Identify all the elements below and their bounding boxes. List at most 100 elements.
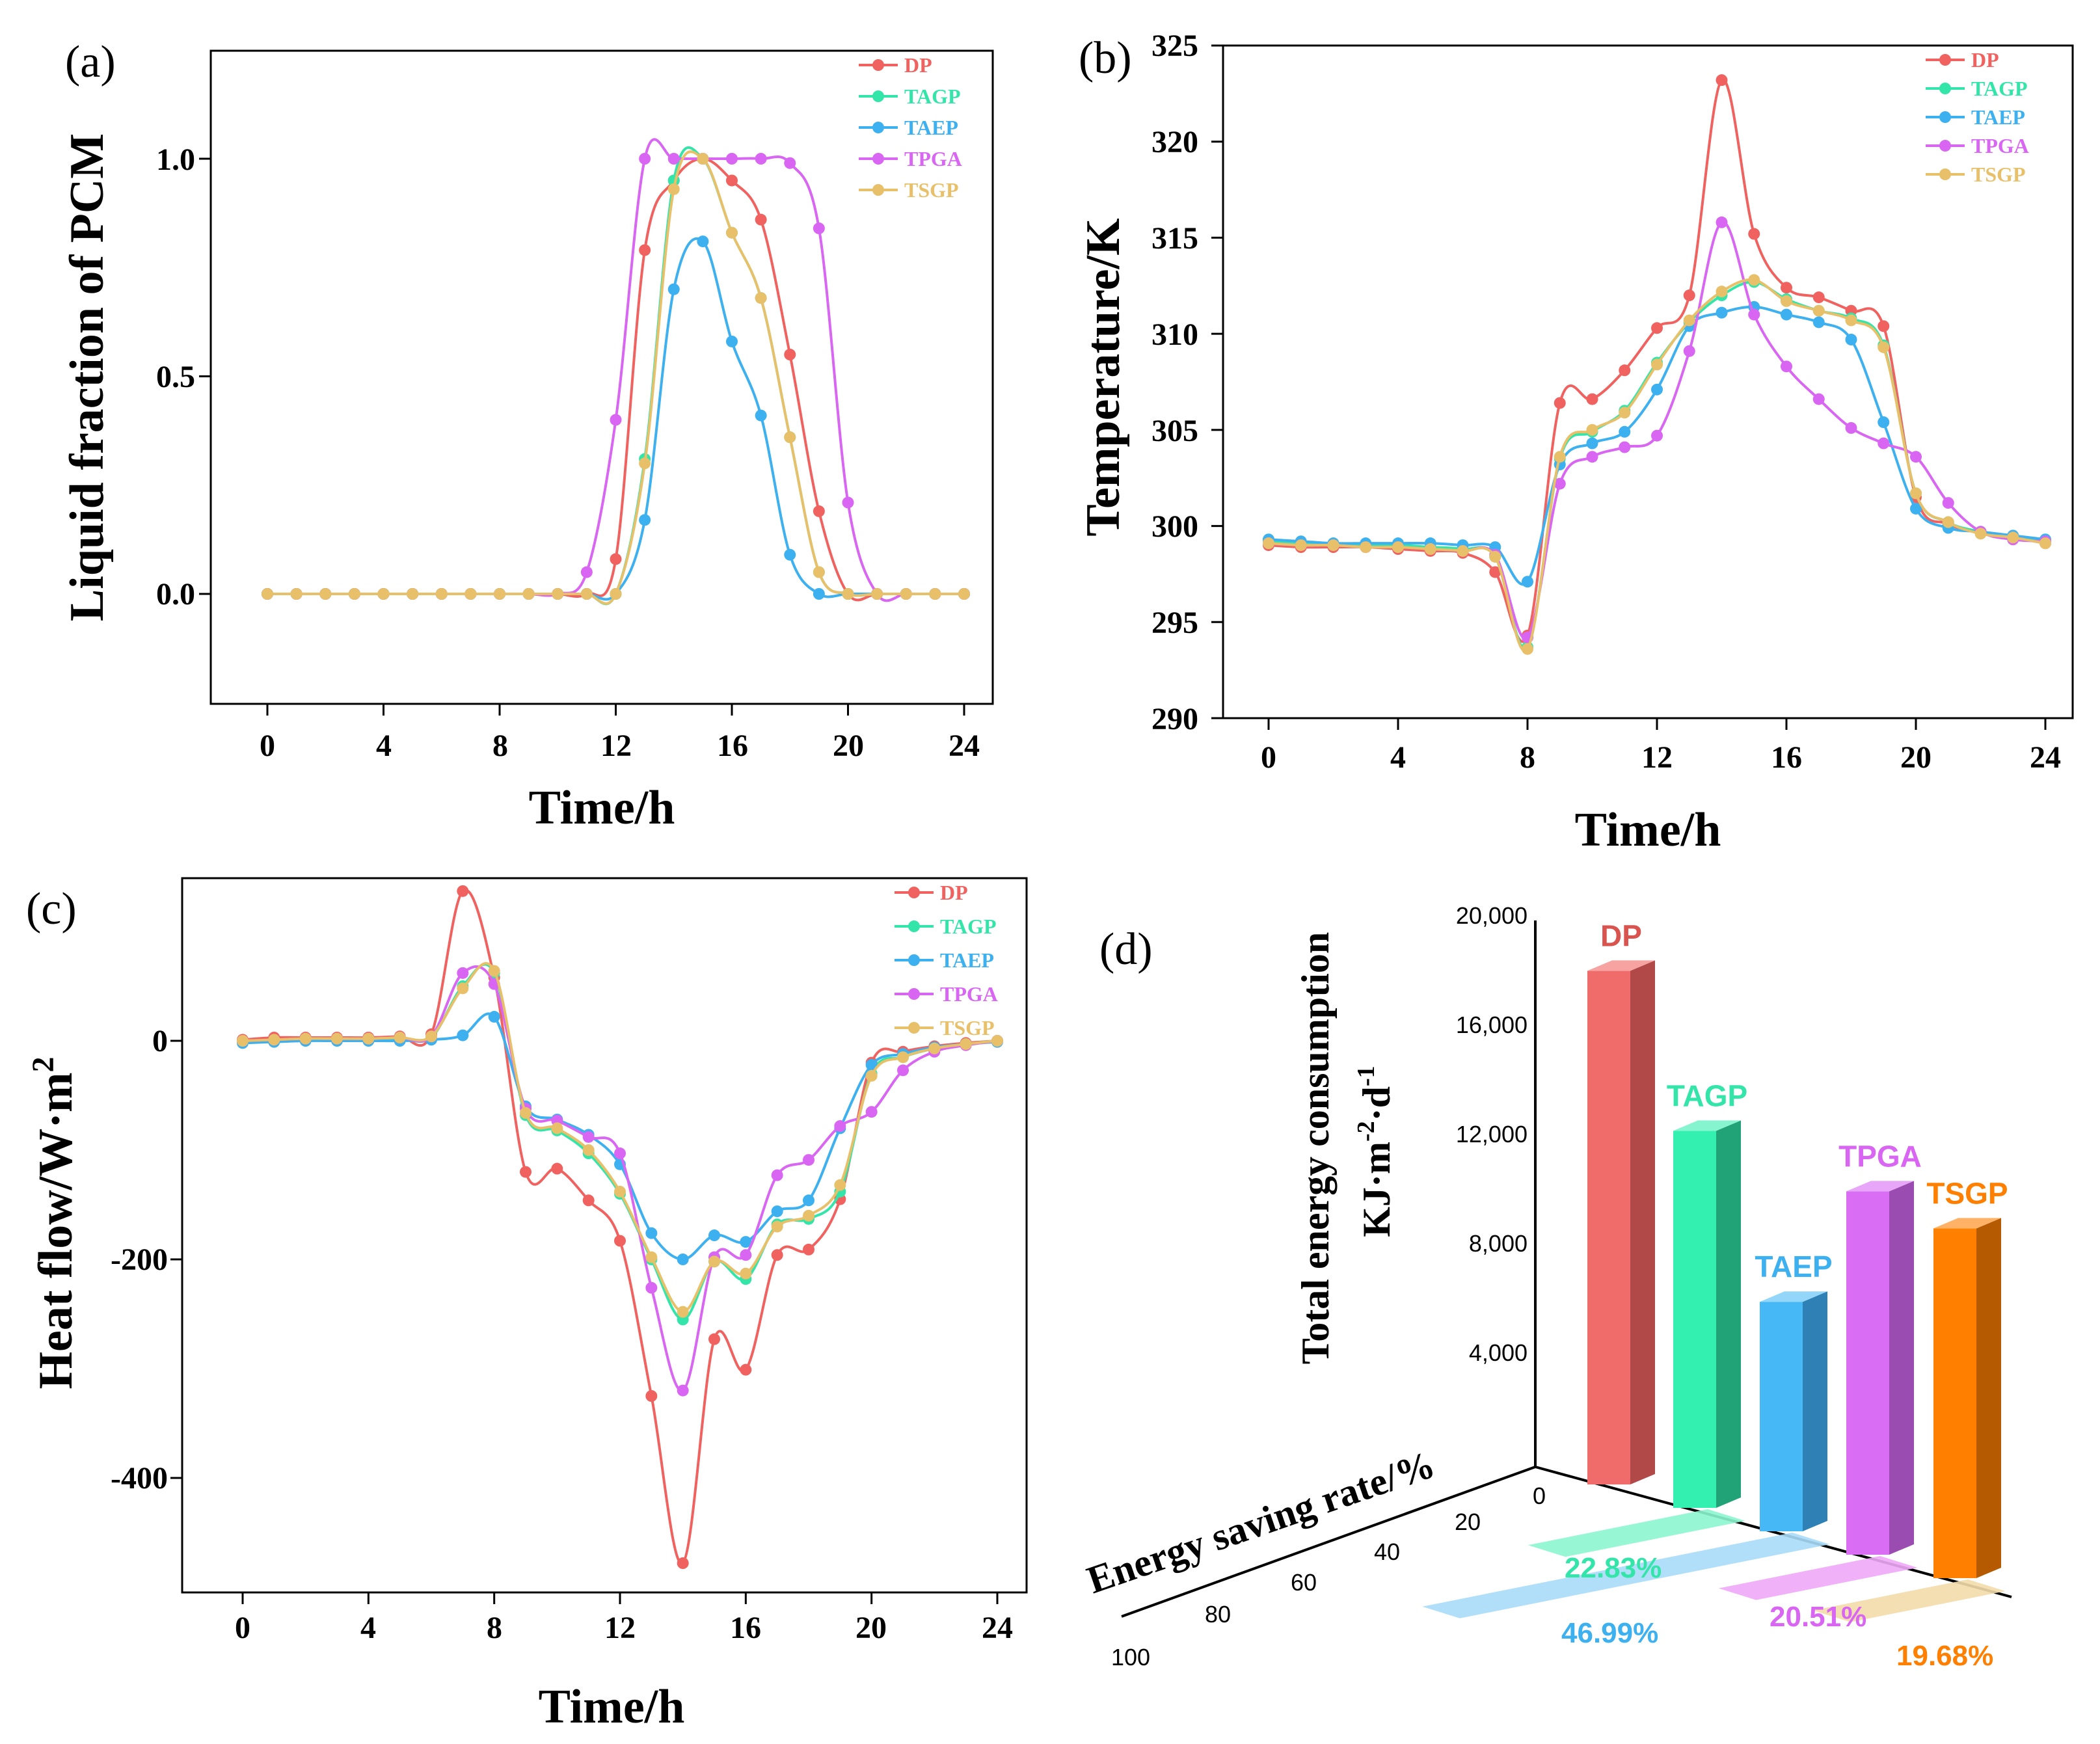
data-point-tsgp: [697, 153, 709, 165]
data-point-tsgp: [740, 1267, 752, 1280]
data-point-tpga: [1845, 422, 1857, 434]
y-tick-label: 305: [1151, 414, 1198, 448]
x-tick-label: 12: [604, 1611, 636, 1645]
data-point-tpga: [667, 153, 680, 165]
data-point-taep: [488, 1011, 500, 1023]
saving-rate-label: 20.51%: [1770, 1601, 1866, 1633]
data-point-tsgp: [1716, 286, 1728, 298]
panel-c-plot-area: [170, 885, 1003, 1604]
y-tick-label: 4,000: [1469, 1339, 1528, 1366]
depth-tick-label: 20: [1455, 1509, 1481, 1535]
data-point-tsgp: [1489, 550, 1501, 563]
data-point-tsgp: [755, 292, 767, 304]
panel-b-legend: DP TAGP TAEP TPGA TSGP: [1926, 48, 2029, 186]
data-point-tsgp: [348, 588, 360, 600]
data-point-tsgp: [268, 1034, 280, 1046]
data-point-tsgp: [1845, 314, 1857, 327]
data-point-tpga: [1619, 441, 1631, 453]
data-point-taep: [1651, 383, 1663, 396]
panel-b-label: (b): [1079, 33, 1132, 83]
series-line-tsgp: [242, 961, 998, 1313]
data-point-taep: [1845, 334, 1857, 346]
x-tick-label: 24: [2030, 740, 2061, 775]
data-point-tpga: [726, 153, 738, 165]
data-point-tpga: [755, 153, 767, 165]
panel-d-depth-axis-label: Energy saving rate/%: [1082, 1443, 1440, 1602]
series-line-tsgp: [267, 150, 964, 605]
panel-c-y-axis-label-text: Heat flow/W·m: [29, 1072, 83, 1389]
data-point-tsgp: [1910, 487, 1922, 500]
bar-front: [1673, 1131, 1716, 1508]
data-point-tpga: [610, 414, 622, 426]
bar-name-label: TAGP: [1667, 1079, 1747, 1112]
depth-tick-label: 60: [1291, 1569, 1317, 1596]
data-point-tpga: [1748, 308, 1760, 321]
data-point-dp: [1748, 228, 1760, 240]
data-point-taep: [1878, 416, 1890, 429]
data-point-taep: [457, 1029, 469, 1041]
data-point-taep: [740, 1236, 752, 1248]
bar-name-label: DP: [1600, 919, 1642, 952]
panel-b-x-ticks: 0 4 8 12 16 20 24: [1261, 740, 2061, 775]
bar-top: [1587, 960, 1655, 971]
bar-side: [1889, 1181, 1914, 1555]
data-point-dp: [639, 244, 651, 256]
data-point-tsgp: [319, 588, 332, 600]
data-point-dp: [708, 1333, 720, 1345]
data-point-dp: [755, 213, 767, 226]
legend-label-tpga: TPGA: [1971, 134, 2029, 157]
panel-b: (b) 0 4 8 12 16 20 24 290 295 300 305 31…: [1077, 29, 2074, 857]
data-point-tpga: [897, 1064, 909, 1077]
y-tick-label: 320: [1151, 125, 1198, 159]
data-point-tsgp: [407, 588, 419, 600]
data-point-tpga: [865, 1106, 878, 1118]
data-point-tsgp: [362, 1032, 375, 1045]
legend-label-tagp: TAGP: [904, 85, 961, 108]
data-point-tsgp: [1392, 541, 1404, 554]
series-line-dp: [242, 889, 998, 1565]
panel-d-depth-ticks: 0 20 40 60 80 100: [1111, 1482, 1546, 1670]
y-tick-label: 295: [1151, 606, 1198, 640]
unit-sup: -1: [1353, 1066, 1380, 1086]
data-point-dp: [1554, 397, 1566, 409]
bar-front: [1760, 1302, 1803, 1531]
data-point-tpga: [1716, 216, 1728, 228]
panel-a: (a) 0 4 8 12 16 20 24 0.0 0.5 1.0 Time/h…: [61, 37, 994, 835]
data-point-tpga: [834, 1120, 846, 1133]
x-tick-label: 16: [730, 1611, 761, 1645]
panel-c-frame: [181, 877, 1028, 1594]
data-point-tsgp: [488, 965, 500, 977]
bar-side: [1716, 1120, 1741, 1508]
legend-label-dp: DP: [904, 53, 932, 77]
data-point-dp: [610, 553, 622, 565]
x-tick-label: 0: [235, 1611, 250, 1645]
legend-marker-tsgp: [908, 1022, 920, 1034]
data-point-tsgp: [394, 1031, 406, 1043]
data-point-tpga: [1910, 451, 1922, 463]
data-point-tsgp: [1683, 314, 1695, 327]
data-point-taep: [1716, 306, 1728, 319]
bar-side: [1976, 1218, 2001, 1578]
data-point-tpga: [1651, 429, 1663, 442]
data-point-tsgp: [580, 588, 593, 600]
unit-sup: -2: [1353, 1121, 1380, 1142]
panel-d-label: (d): [1099, 924, 1153, 974]
data-point-dp: [1781, 282, 1792, 294]
legend-marker-taep: [908, 954, 920, 966]
legend-marker-taep: [872, 122, 884, 133]
data-point-tsgp: [614, 1185, 626, 1198]
panel-a-x-ticks: 0 4 8 12 16 20 24: [260, 729, 980, 763]
panel-a-frame: [209, 49, 994, 705]
legend-marker-tpga: [908, 988, 920, 1000]
x-tick-label: 20: [833, 729, 864, 763]
series-line-taep: [1268, 305, 2046, 586]
data-point-dp: [677, 1557, 689, 1570]
data-point-tpga: [803, 1154, 814, 1166]
data-point-dp: [771, 1249, 783, 1261]
data-point-tsgp: [552, 588, 564, 600]
legend-label-tpga: TPGA: [904, 147, 962, 170]
data-point-taep: [771, 1205, 783, 1218]
bar-front: [1587, 971, 1630, 1484]
y-tick-label: 12,000: [1456, 1121, 1528, 1147]
